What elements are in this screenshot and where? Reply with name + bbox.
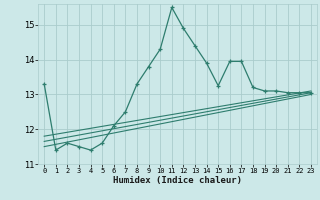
X-axis label: Humidex (Indice chaleur): Humidex (Indice chaleur) xyxy=(113,176,242,185)
